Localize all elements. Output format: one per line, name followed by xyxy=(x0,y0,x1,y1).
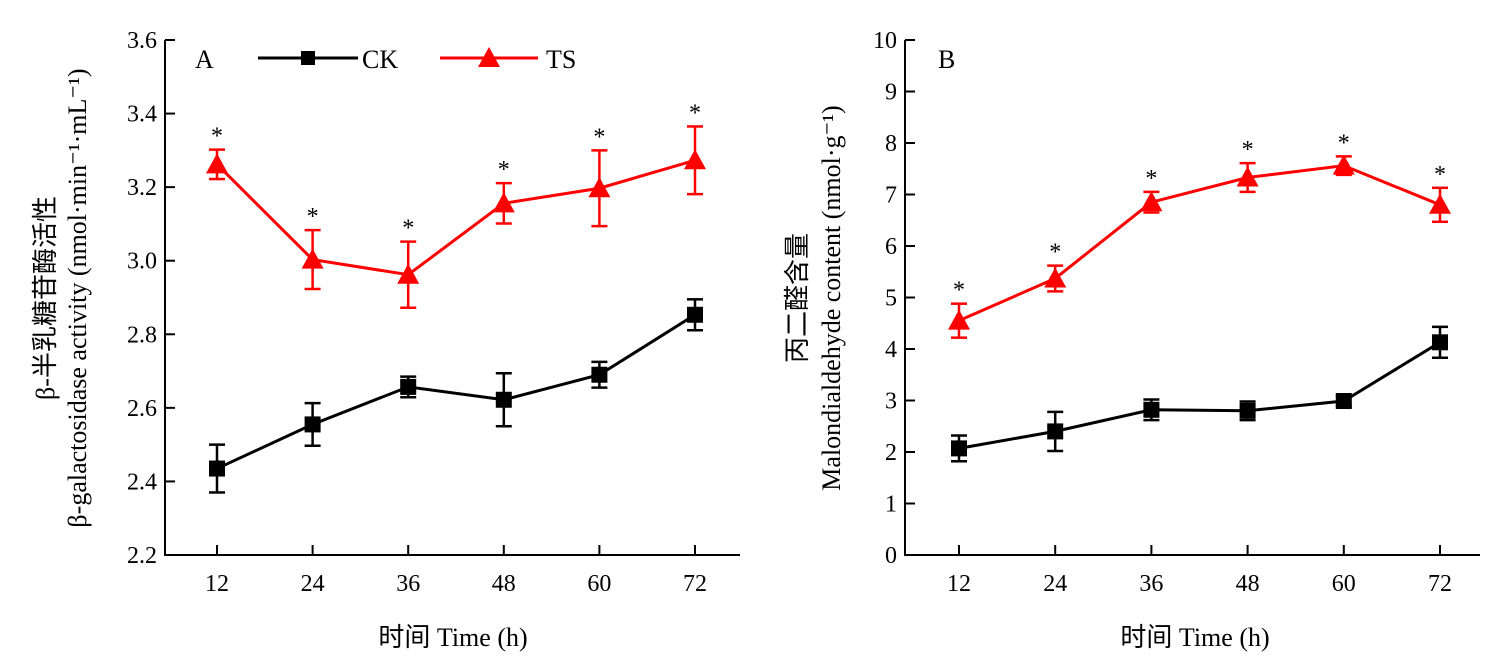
legend-ck-marker xyxy=(301,51,315,65)
panel-a-y-tick-label: 3.0 xyxy=(127,249,157,275)
panel-a-x-tick-label: 60 xyxy=(587,571,611,597)
panel-a-series-ts-significance-label: * xyxy=(689,100,701,126)
panel-b-series-ck-point xyxy=(1143,401,1160,418)
panel-b-series-ck-point xyxy=(1335,393,1352,410)
panel-b-series-ts-significance-label: * xyxy=(1145,166,1157,192)
panel-b-series-ck-point xyxy=(1432,334,1448,351)
panel-a-series-ck-point xyxy=(495,391,512,408)
panel-a-series: * * * * * * xyxy=(206,100,706,494)
panel-a-series-ts-point xyxy=(492,192,515,213)
panel-a-y-axis-title-cn: β-半乳糖苷酶活性 xyxy=(31,196,60,400)
panel-b-series-ts-point xyxy=(1140,191,1163,212)
panel-a-y-axis-title-en: β-galactosidase activity (nmol·min⁻¹·mL⁻… xyxy=(63,68,92,527)
panel-a: 2.22.42.62.83.03.23.43.6 12 24 36 48 60 72 **… xyxy=(31,28,740,652)
panel-a-x-tick-label: 48 xyxy=(492,571,516,597)
panel-b-label: B xyxy=(938,45,955,74)
panel-b-x-axis-title: 时间 Time (h) xyxy=(1120,623,1269,652)
panel-a-series-ts-point xyxy=(301,248,324,269)
panel-b-series-ts-point xyxy=(1236,166,1259,187)
panel-b-y-tick-label: 0 xyxy=(885,543,897,569)
panel-b-y-tick-label: 7 xyxy=(885,183,897,209)
panel-a-y-tick-label: 3.2 xyxy=(127,175,157,201)
panel-b-y-tick-label: 3 xyxy=(885,389,897,415)
panel-a-series-ts-point xyxy=(397,263,420,284)
panel-b-series-ts-line xyxy=(958,164,1441,323)
panel-b-series-ts-significance-label: * xyxy=(1242,137,1254,163)
panel-a-series-ts-point xyxy=(206,153,228,174)
panel-b-x-tick-label: 24 xyxy=(1043,571,1067,597)
panel-b-series: * * * * * * xyxy=(948,130,1451,463)
panel-a-series-ts-significance-label: * xyxy=(307,204,319,230)
legend-ck-label: CK xyxy=(362,45,398,74)
panel-b-series-ts-point xyxy=(948,309,970,330)
panel-b-y-tick-label: 2 xyxy=(885,440,897,466)
panel-b-series-ck-point xyxy=(1239,402,1256,419)
panel-a-series-ck-point xyxy=(304,416,321,433)
panel-b-x-ticks: 12 24 36 48 60 72 xyxy=(947,545,1452,597)
panel-b-y-axis-title-en: Malondialdehyde content (nmol·g⁻¹) xyxy=(817,105,846,490)
panel-a-y-tick-label: 3.6 xyxy=(127,28,157,54)
panel-b-x-tick-label: 36 xyxy=(1139,571,1163,597)
panel-b-y-tick-label: 9 xyxy=(885,80,897,106)
panel-b-y-tick-label: 1 xyxy=(885,492,897,518)
panel-a-series-ck-point xyxy=(687,306,703,323)
panel-a-series-ts-significance-label: * xyxy=(211,124,223,150)
panel-a-y-tick-label: 2.2 xyxy=(127,543,157,569)
panel-b-series-ts-significance-label: * xyxy=(953,278,965,304)
panel-a-y-tick-label: 2.6 xyxy=(127,396,157,422)
panel-b-x-tick-label: 48 xyxy=(1236,571,1260,597)
panel-b-y-axis-title-cn: 丙二醛含量 xyxy=(783,233,812,363)
panel-a-series-ts-line xyxy=(215,158,696,277)
panel-b-series-ts-point xyxy=(1044,267,1067,288)
panel-a-series-ts-significance-label: * xyxy=(498,157,510,183)
panel-b-x-tick-label: 12 xyxy=(947,571,971,597)
panel-b-y-tick-label: 6 xyxy=(885,234,897,260)
panel-a-x-tick-label: 36 xyxy=(396,571,420,597)
panel-a-y-tick-label: 3.4 xyxy=(127,102,157,128)
legend-ts-marker xyxy=(478,47,500,67)
panel-a-series-ck-line xyxy=(216,313,696,470)
panel-b-y-tick-label: 5 xyxy=(885,286,897,312)
panel-a-x-ticks: 12 24 36 48 60 72 xyxy=(205,545,707,597)
panel-b-series-ts-significance-label: * xyxy=(1338,130,1350,156)
panel-b-x-tick-label: 60 xyxy=(1332,571,1356,597)
panel-b-series-ts-point xyxy=(1429,193,1451,214)
panel-a-x-tick-label: 72 xyxy=(683,571,707,597)
panel-b-series-ts-significance-label: * xyxy=(1049,240,1061,266)
panel-b-y-tick-label: 10 xyxy=(873,28,897,54)
panel-a-x-tick-label: 12 xyxy=(205,571,229,597)
panel-a-series-ck-point xyxy=(209,460,225,477)
panel-a-y-tick-label: 2.8 xyxy=(127,322,157,348)
panel-b-x-tick-label: 72 xyxy=(1428,571,1452,597)
panel-a-series-ck-point xyxy=(591,366,608,383)
panel-b-y-ticks: 0 1 2 3 4 5 6 7 8 9 10 xyxy=(873,28,915,569)
panel-b-y-tick-label: 4 xyxy=(885,337,897,363)
legend-ts-label: TS xyxy=(546,45,576,74)
panel-a-y-ticks: 2.2 2.4 2.6 2.8 3.0 3.2 3.4 3.6 xyxy=(127,28,175,569)
panel-b-axes xyxy=(904,40,1480,556)
panel-a-series-ck-point xyxy=(400,378,417,395)
panel-b-series-ck-point xyxy=(951,440,967,457)
panel-a-series-ts-point xyxy=(588,177,611,198)
panel-b-series-ck-point xyxy=(1047,423,1064,440)
panel-a-series-ts-point xyxy=(684,149,706,170)
panel-a-y-tick-label: 2.4 xyxy=(127,469,157,495)
panel-b-series-ck-line xyxy=(958,341,1441,450)
panel-b-series-ts-significance-label: * xyxy=(1434,162,1446,188)
panel-a-label: A xyxy=(195,45,214,74)
panel-b-y-tick-label: 8 xyxy=(885,131,897,157)
panel-b-series-ts-point xyxy=(1332,154,1355,175)
panel-a-x-tick-label: 24 xyxy=(301,571,325,597)
legend: CK TS xyxy=(258,45,576,74)
panel-a-series-ts-significance-label: * xyxy=(593,124,605,150)
panel-a-x-axis-title: 时间 Time (h) xyxy=(378,623,527,652)
panel-a-axes xyxy=(164,40,740,556)
panel-a-series-ts-significance-label: * xyxy=(402,216,414,242)
